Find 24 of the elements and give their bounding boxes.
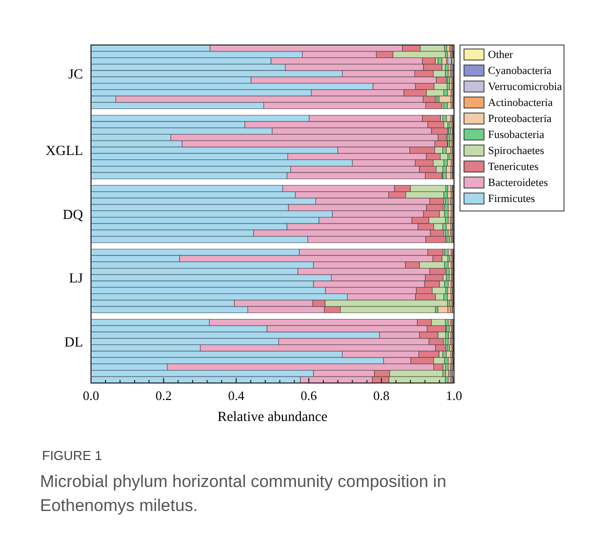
legend-label: Cyanobacteria [488, 65, 552, 77]
legend-label: Verrucomicrobia [488, 81, 562, 93]
legend-label: Other [488, 49, 514, 61]
y-tick-label: DL [64, 335, 83, 350]
legend-label: Tenericutes [488, 161, 539, 173]
x-axis-title: Relative abundance [217, 410, 328, 425]
y-tick-label: JC [68, 68, 83, 83]
legend-label: Fusobacteria [488, 129, 544, 141]
x-tick-label: 0.0 [82, 388, 100, 403]
x-tick-label: 0.4 [228, 388, 245, 403]
legend-label: Actinobacteria [488, 97, 553, 109]
caption: FIGURE 1 [42, 448, 102, 463]
legend-label: Bacteroidetes [488, 177, 548, 189]
legend-label: Proteobacteria [488, 113, 552, 125]
y-tick-label: XGLL [46, 144, 83, 160]
y-tick-label: LJ [69, 272, 84, 287]
legend-label: Firmicutes [488, 193, 536, 205]
x-tick-label: 1.0 [446, 388, 462, 403]
legend-label: Spirochaetes [488, 145, 544, 157]
x-tick-label: 0.8 [373, 388, 390, 403]
x-tick-label: 0.6 [300, 388, 318, 403]
x-tick-label: 0.2 [155, 388, 172, 403]
y-tick-label: DQ [62, 208, 83, 223]
text: Microbial phylum horizontal community composition in Eothenomys miletus. [40, 471, 448, 517]
